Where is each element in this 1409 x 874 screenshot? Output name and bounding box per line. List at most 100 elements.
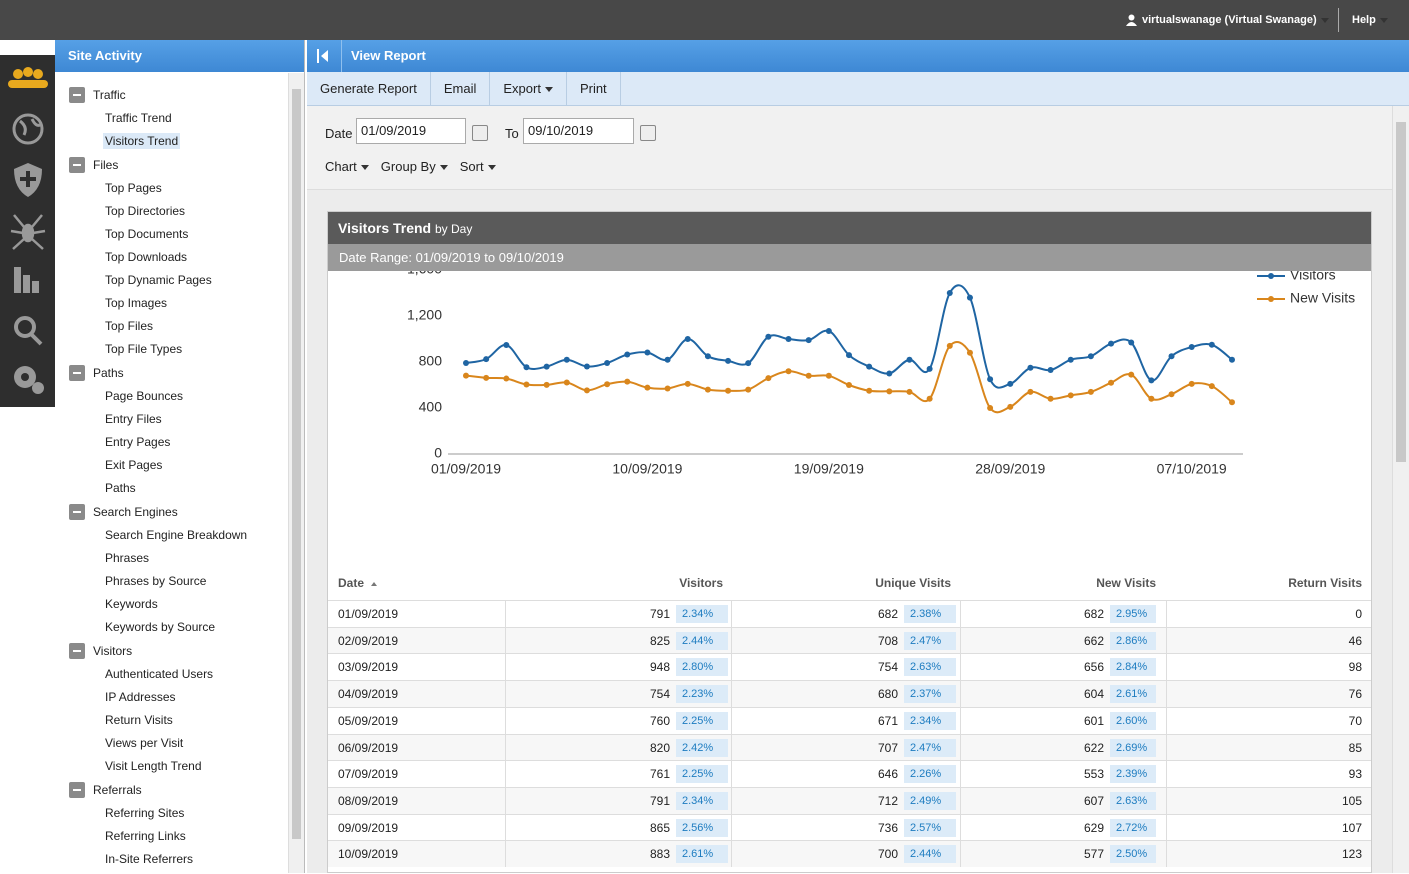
sort-arrow	[371, 582, 377, 586]
legend-swatch	[1268, 296, 1274, 302]
column-header[interactable]: Visitors	[679, 576, 723, 590]
tree-group[interactable]: Traffic	[55, 83, 288, 107]
column-header[interactable]: Unique Visits	[875, 576, 951, 590]
collapse-icon[interactable]	[317, 49, 331, 63]
cell-border	[960, 707, 961, 734]
column-header[interactable]: Date	[338, 576, 365, 590]
people-icon[interactable]	[8, 67, 48, 88]
tree-link[interactable]: Phrases by Source	[105, 574, 207, 588]
data-point	[523, 364, 530, 371]
tree-link[interactable]: In-Site Referrers	[105, 852, 194, 866]
tree-link[interactable]: Top Directories	[105, 204, 186, 218]
tree-group[interactable]: Files	[55, 153, 288, 177]
tree-group[interactable]: Visitors	[55, 639, 288, 663]
data-point	[906, 388, 913, 395]
cell-border	[505, 681, 506, 708]
filter-menu[interactable]: Sort	[460, 159, 496, 174]
tree-group[interactable]: Search Engines	[55, 500, 288, 524]
calendar-button[interactable]	[640, 125, 656, 141]
data-point	[946, 342, 953, 349]
data-point	[1128, 339, 1135, 346]
tree-link[interactable]: Top Files	[105, 319, 154, 333]
cell-border	[960, 761, 961, 788]
tree-link[interactable]: Search Engine Breakdown	[105, 528, 248, 542]
tree-link[interactable]: Return Visits	[105, 713, 173, 727]
tree-item: Referring Sites	[55, 802, 288, 825]
tree-link[interactable]: Top Documents	[105, 227, 189, 241]
cell-border	[1166, 761, 1167, 788]
tree-item: Phrases	[55, 547, 288, 570]
column-header[interactable]: Return Visits	[1288, 576, 1362, 590]
tree-link[interactable]: Keywords	[105, 597, 158, 611]
shield-icon[interactable]	[14, 163, 42, 197]
filter-menu[interactable]: Chart	[325, 159, 369, 174]
scrollbar[interactable]	[1392, 106, 1409, 873]
cell-percent: 2.37%	[904, 685, 956, 704]
filter-menu[interactable]: Group By	[381, 159, 448, 174]
data-point	[543, 381, 550, 388]
tree-link[interactable]: Authenticated Users	[105, 667, 214, 681]
tree-link[interactable]: Keywords by Source	[105, 620, 216, 634]
tree-link[interactable]: Top Downloads	[105, 250, 188, 264]
search-icon[interactable]	[14, 316, 43, 346]
tree-link[interactable]: Visitors Trend	[103, 133, 181, 149]
cell-number: 682	[877, 607, 898, 621]
divider	[1338, 8, 1339, 32]
cell-border	[731, 681, 732, 708]
tree-item: Traffic Trend	[55, 107, 288, 130]
report-header: View Report	[307, 40, 1409, 72]
tree-link[interactable]: Paths	[105, 481, 136, 495]
tree-link[interactable]: Referring Sites	[105, 806, 185, 820]
data-point	[785, 336, 792, 342]
cell-percent: 2.42%	[676, 738, 728, 757]
tree-link[interactable]: Phrases	[105, 551, 150, 565]
toolbar-button[interactable]: Export	[490, 72, 567, 106]
cell-border	[1166, 707, 1167, 734]
cell-number: 825	[649, 633, 670, 648]
date-to-input[interactable]: 09/10/2019	[523, 118, 634, 144]
tree-link[interactable]: Top Pages	[105, 181, 162, 195]
globe-icon[interactable]	[12, 113, 44, 145]
tree-link[interactable]: Page Bounces	[105, 389, 184, 403]
user-menu[interactable]: virtualswanage (Virtual Swanage)	[1142, 14, 1329, 26]
chart: 0 400 800 1,200 1,600 01/09/2019 10/09/2019 19/…	[407, 271, 1355, 477]
spider-icon[interactable]	[10, 214, 46, 250]
tree-group[interactable]: Paths	[55, 361, 288, 385]
tree-link[interactable]: Exit Pages	[105, 458, 163, 472]
date-from-input[interactable]: 01/09/2019	[356, 118, 466, 144]
tree-link[interactable]: Top File Types	[105, 342, 183, 356]
cell-border	[731, 814, 732, 841]
data-point	[966, 294, 973, 301]
tree-link[interactable]: IP Addresses	[105, 690, 176, 704]
toolbar: Generate Report Email Export Print	[307, 72, 1409, 106]
column-header[interactable]: New Visits	[1096, 576, 1156, 590]
scrollbar[interactable]	[288, 73, 304, 873]
toolbar-button[interactable]: Generate Report	[307, 72, 431, 106]
data-point	[624, 378, 631, 385]
data-point	[1007, 403, 1014, 410]
tree-item: Paths	[55, 477, 288, 500]
tree-link[interactable]: Referring Links	[105, 829, 186, 843]
data-point	[1027, 364, 1034, 371]
chart-icon[interactable]	[14, 267, 39, 293]
tree-item: Keywords by Source	[55, 616, 288, 639]
data-point	[866, 363, 873, 370]
data-point	[805, 337, 812, 344]
toolbar-button[interactable]: Email	[431, 72, 491, 106]
data-point	[604, 381, 611, 388]
tree-link[interactable]: Visit Length Trend	[105, 759, 202, 773]
help-menu[interactable]: Help	[1352, 14, 1388, 26]
tree-link[interactable]: Entry Pages	[105, 435, 171, 449]
tree-link[interactable]: Top Images	[105, 296, 168, 310]
calendar-button[interactable]	[472, 125, 488, 141]
tree-link[interactable]: Views per Visit	[105, 736, 184, 750]
settings-icon[interactable]	[14, 366, 44, 394]
tree-link[interactable]: Traffic Trend	[105, 111, 172, 125]
data-point	[866, 387, 873, 394]
report-panel: Visitors Trend by Day Date Range: 01/09/…	[327, 211, 1372, 873]
toolbar-button[interactable]: Print	[567, 72, 621, 106]
tree-group[interactable]: Referrals	[55, 778, 288, 802]
cell-percent: 2.95%	[1110, 605, 1156, 623]
tree-link[interactable]: Top Dynamic Pages	[105, 273, 212, 287]
tree-link[interactable]: Entry Files	[105, 412, 162, 426]
